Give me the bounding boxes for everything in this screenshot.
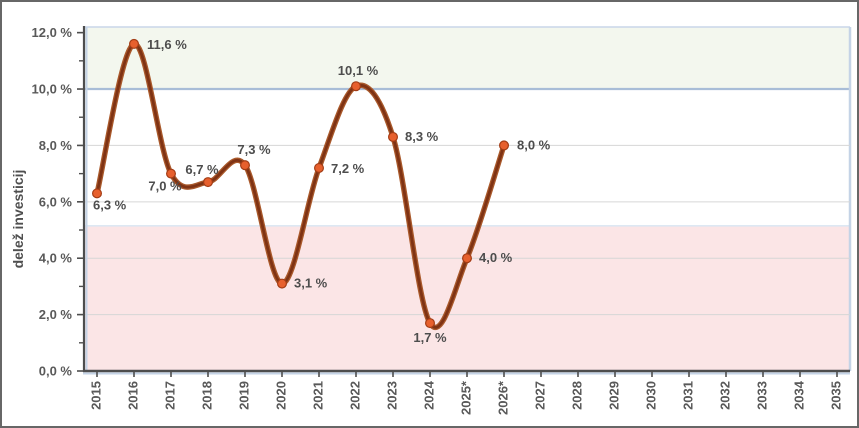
data-point bbox=[462, 253, 473, 264]
x-tick-label: 2026* bbox=[495, 380, 510, 415]
y-tick-label: 6,0 % bbox=[39, 194, 73, 209]
data-point bbox=[314, 162, 325, 173]
data-point bbox=[499, 140, 510, 151]
data-point bbox=[166, 168, 177, 179]
data-point bbox=[277, 278, 288, 289]
y-axis-title: delež investicij bbox=[10, 170, 26, 269]
x-tick-label: 2030 bbox=[643, 381, 658, 410]
x-tick-label: 2023 bbox=[384, 381, 399, 410]
upper-target-band bbox=[84, 27, 850, 90]
x-tick-label: 2029 bbox=[606, 381, 621, 410]
data-point bbox=[91, 188, 102, 199]
x-tick-label: 2022 bbox=[347, 381, 362, 410]
point-label: 7,0 % bbox=[148, 179, 182, 194]
data-point bbox=[425, 318, 436, 329]
y-tick-label: 2,0 % bbox=[39, 307, 73, 322]
point-label: 1,7 % bbox=[413, 330, 447, 345]
point-label: 4,0 % bbox=[479, 250, 513, 265]
lower-warning-band bbox=[84, 225, 850, 371]
point-label: 8,0 % bbox=[517, 137, 551, 152]
x-tick-label: 2020 bbox=[273, 381, 288, 410]
x-tick-label: 2017 bbox=[162, 381, 177, 410]
x-tick-label: 2027 bbox=[532, 381, 547, 410]
point-label: 6,3 % bbox=[93, 197, 127, 212]
x-tick-label: 2016 bbox=[125, 381, 140, 410]
x-tick-label: 2035 bbox=[828, 381, 843, 410]
x-tick-label: 2033 bbox=[754, 381, 769, 410]
x-tick-label: 2024 bbox=[421, 380, 436, 410]
point-label: 10,1 % bbox=[338, 63, 379, 78]
series-line-core bbox=[95, 42, 506, 329]
y-tick-label: 12,0 % bbox=[32, 25, 73, 40]
data-point bbox=[240, 160, 251, 171]
y-tick-label: 10,0 % bbox=[32, 82, 73, 97]
data-point bbox=[388, 131, 399, 142]
x-tick-label: 2025* bbox=[458, 380, 473, 415]
x-tick-label: 2028 bbox=[569, 381, 584, 410]
x-tick-label: 2021 bbox=[310, 381, 325, 410]
point-label: 7,3 % bbox=[237, 142, 271, 157]
y-tick-label: 8,0 % bbox=[39, 138, 73, 153]
point-label: 8,3 % bbox=[405, 129, 439, 144]
x-tick-label: 2034 bbox=[791, 380, 806, 410]
y-tick-label: 4,0 % bbox=[39, 251, 73, 266]
y-tick-label: 0,0 % bbox=[39, 364, 73, 379]
point-label: 7,2 % bbox=[331, 161, 365, 176]
point-label: 11,6 % bbox=[147, 37, 187, 52]
data-point bbox=[203, 177, 214, 188]
data-point bbox=[128, 38, 139, 49]
x-tick-label: 2032 bbox=[717, 381, 732, 410]
data-point bbox=[351, 81, 362, 92]
x-tick-label: 2015 bbox=[88, 381, 103, 410]
x-tick-label: 2019 bbox=[236, 381, 251, 410]
point-label: 3,1 % bbox=[294, 276, 328, 291]
x-tick-label: 2018 bbox=[199, 381, 214, 410]
x-tick-label: 2031 bbox=[680, 381, 695, 410]
point-label: 6,7 % bbox=[185, 162, 219, 177]
